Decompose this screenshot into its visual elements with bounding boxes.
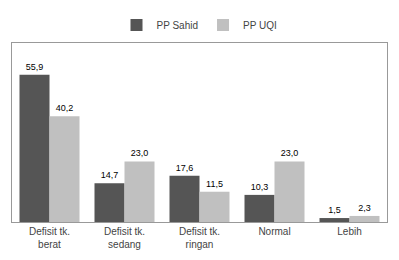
svg-text:PP UQI: PP UQI — [243, 20, 277, 31]
svg-text:Defisit tk.sedang: Defisit tk.sedang — [104, 226, 145, 250]
svg-text:2,3: 2,3 — [358, 203, 371, 213]
svg-text:Defisit tk.berat: Defisit tk.berat — [29, 226, 70, 250]
svg-text:55,9: 55,9 — [26, 62, 44, 72]
svg-text:17,6: 17,6 — [176, 163, 194, 173]
svg-text:Lebih: Lebih — [337, 226, 361, 237]
svg-text:1,5: 1,5 — [328, 205, 341, 215]
svg-text:40,2: 40,2 — [56, 103, 74, 113]
svg-text:11,5: 11,5 — [206, 179, 223, 189]
svg-text:23,0: 23,0 — [131, 148, 149, 158]
svg-text:10,3: 10,3 — [251, 182, 269, 192]
svg-text:PP Sahid: PP Sahid — [157, 20, 199, 31]
svg-text:23,0: 23,0 — [281, 148, 299, 158]
svg-text:Normal: Normal — [258, 226, 290, 237]
svg-text:14,7: 14,7 — [101, 170, 119, 180]
svg-text:Defisit tk.ringan: Defisit tk.ringan — [179, 226, 220, 250]
